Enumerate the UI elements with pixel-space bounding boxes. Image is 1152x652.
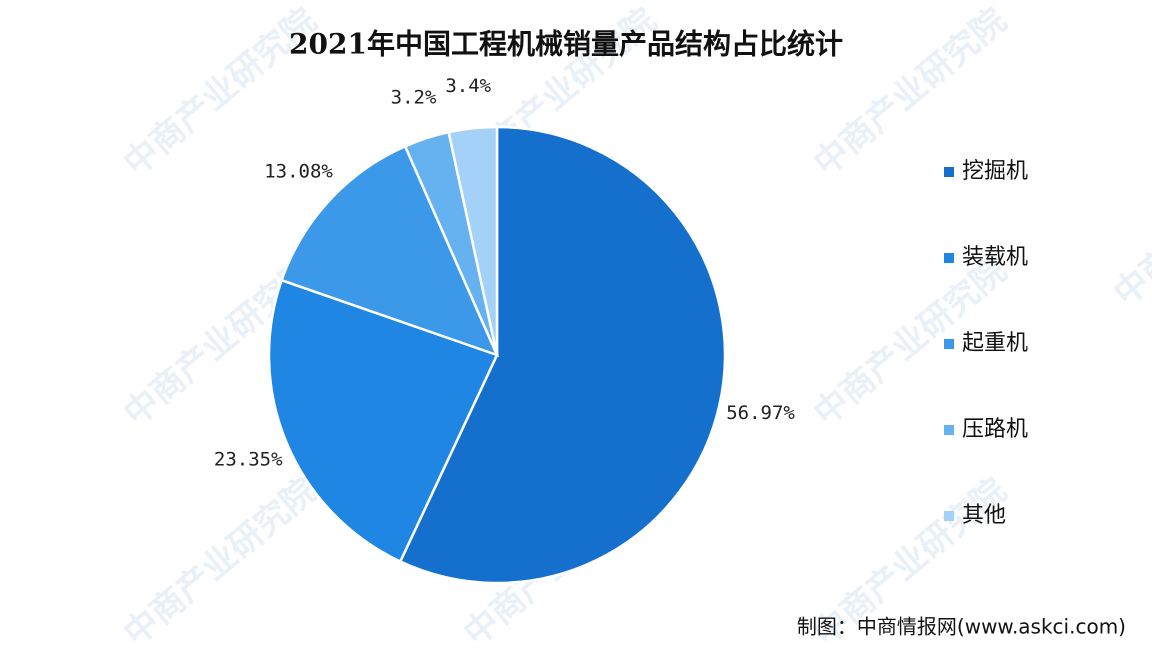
pie-slice — [267, 278, 499, 564]
legend-label: 其他 — [962, 503, 1006, 528]
pie-slice — [398, 125, 727, 585]
legend-label: 压路机 — [962, 417, 1028, 442]
legend-label: 起重机 — [962, 331, 1028, 356]
source-note: 制图：中商情报网(www.askci.com) — [797, 615, 1126, 639]
legend-swatch — [944, 167, 954, 177]
legend-swatch — [944, 511, 954, 521]
pie-slice — [447, 125, 499, 356]
data-label: 13.08% — [264, 160, 333, 182]
legend-swatch — [944, 253, 954, 263]
legend-swatch — [944, 425, 954, 435]
data-label: 3.2% — [391, 87, 437, 109]
pie-slice — [280, 144, 500, 358]
legend-swatch — [944, 339, 954, 349]
pie — [267, 125, 727, 585]
legend-label: 装载机 — [962, 245, 1028, 270]
data-label: 56.97% — [726, 402, 795, 424]
data-label: 23.35% — [214, 448, 283, 470]
chart-title: 2021年中国工程机械销量产品结构占比统计 — [289, 28, 843, 61]
legend-label: 挖掘机 — [962, 159, 1028, 184]
data-label: 3.4% — [445, 75, 491, 97]
